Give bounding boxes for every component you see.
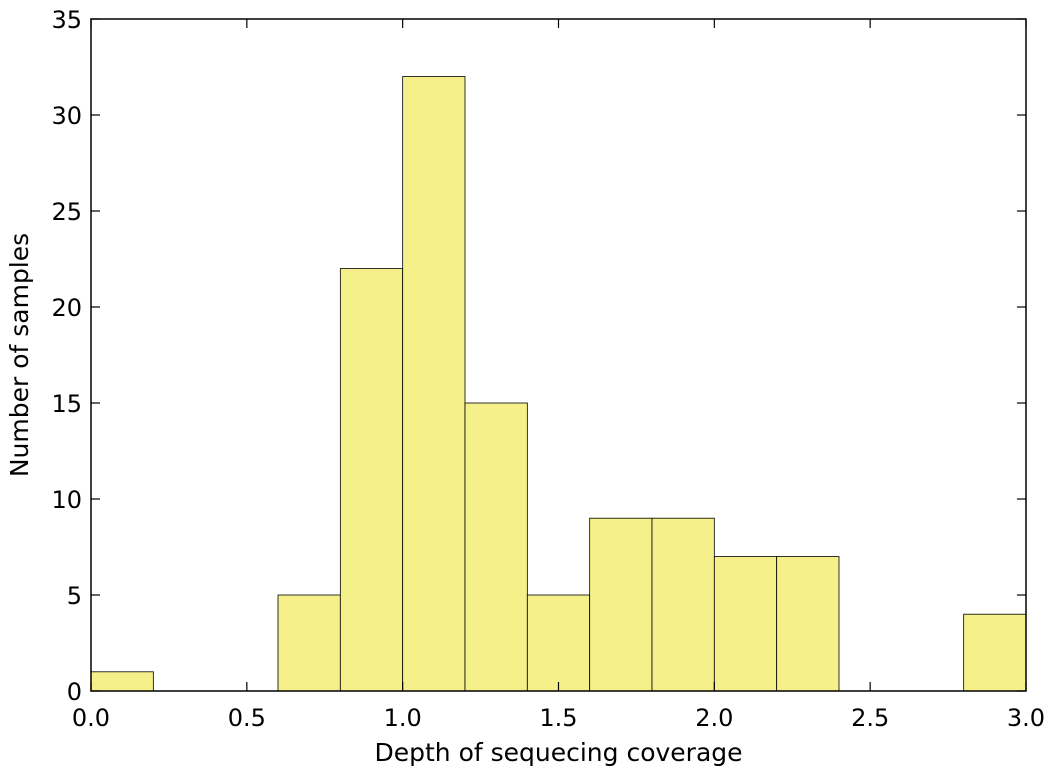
histogram-bar — [402, 76, 466, 692]
x-tick-label: 1.0 — [384, 704, 422, 732]
bars-layer — [90, 76, 1027, 692]
x-tick-label: 3.0 — [1007, 704, 1045, 732]
y-tick-label: 25 — [51, 198, 82, 226]
histogram-bar — [589, 517, 653, 692]
y-tick-label: 0 — [67, 678, 82, 706]
y-tick-label: 15 — [51, 390, 82, 418]
histogram-bar — [339, 268, 404, 692]
y-tick-label: 5 — [67, 582, 82, 610]
y-tick-label: 10 — [51, 486, 82, 514]
x-tick-label: 1.5 — [539, 704, 577, 732]
y-axis-label: Number of samples — [5, 233, 34, 477]
y-tick-label: 30 — [51, 102, 82, 130]
histogram-bar — [713, 556, 778, 692]
x-tick-label: 2.5 — [851, 704, 889, 732]
y-tick-label: 20 — [51, 294, 82, 322]
x-tick-label: 0.0 — [72, 704, 110, 732]
plot-frame — [90, 18, 1027, 692]
y-tick-label: 35 — [51, 6, 82, 34]
histogram-bar — [90, 671, 154, 692]
histogram-bar — [464, 402, 528, 692]
histogram-bar — [526, 594, 591, 692]
x-tick-label: 0.5 — [228, 704, 266, 732]
x-tick-label: 2.0 — [695, 704, 733, 732]
ticks-layer: 0.0 0.5 1.0 1.5 2.0 2.5 3.0 0 5 10 15 20 25 30 35 — [51, 6, 1045, 732]
histogram-bar — [963, 613, 1027, 692]
histogram-bar — [776, 556, 840, 692]
histogram-bar — [277, 594, 341, 692]
histogram-bar — [651, 517, 715, 692]
x-axis-label: Depth of sequecing coverage — [374, 738, 742, 767]
